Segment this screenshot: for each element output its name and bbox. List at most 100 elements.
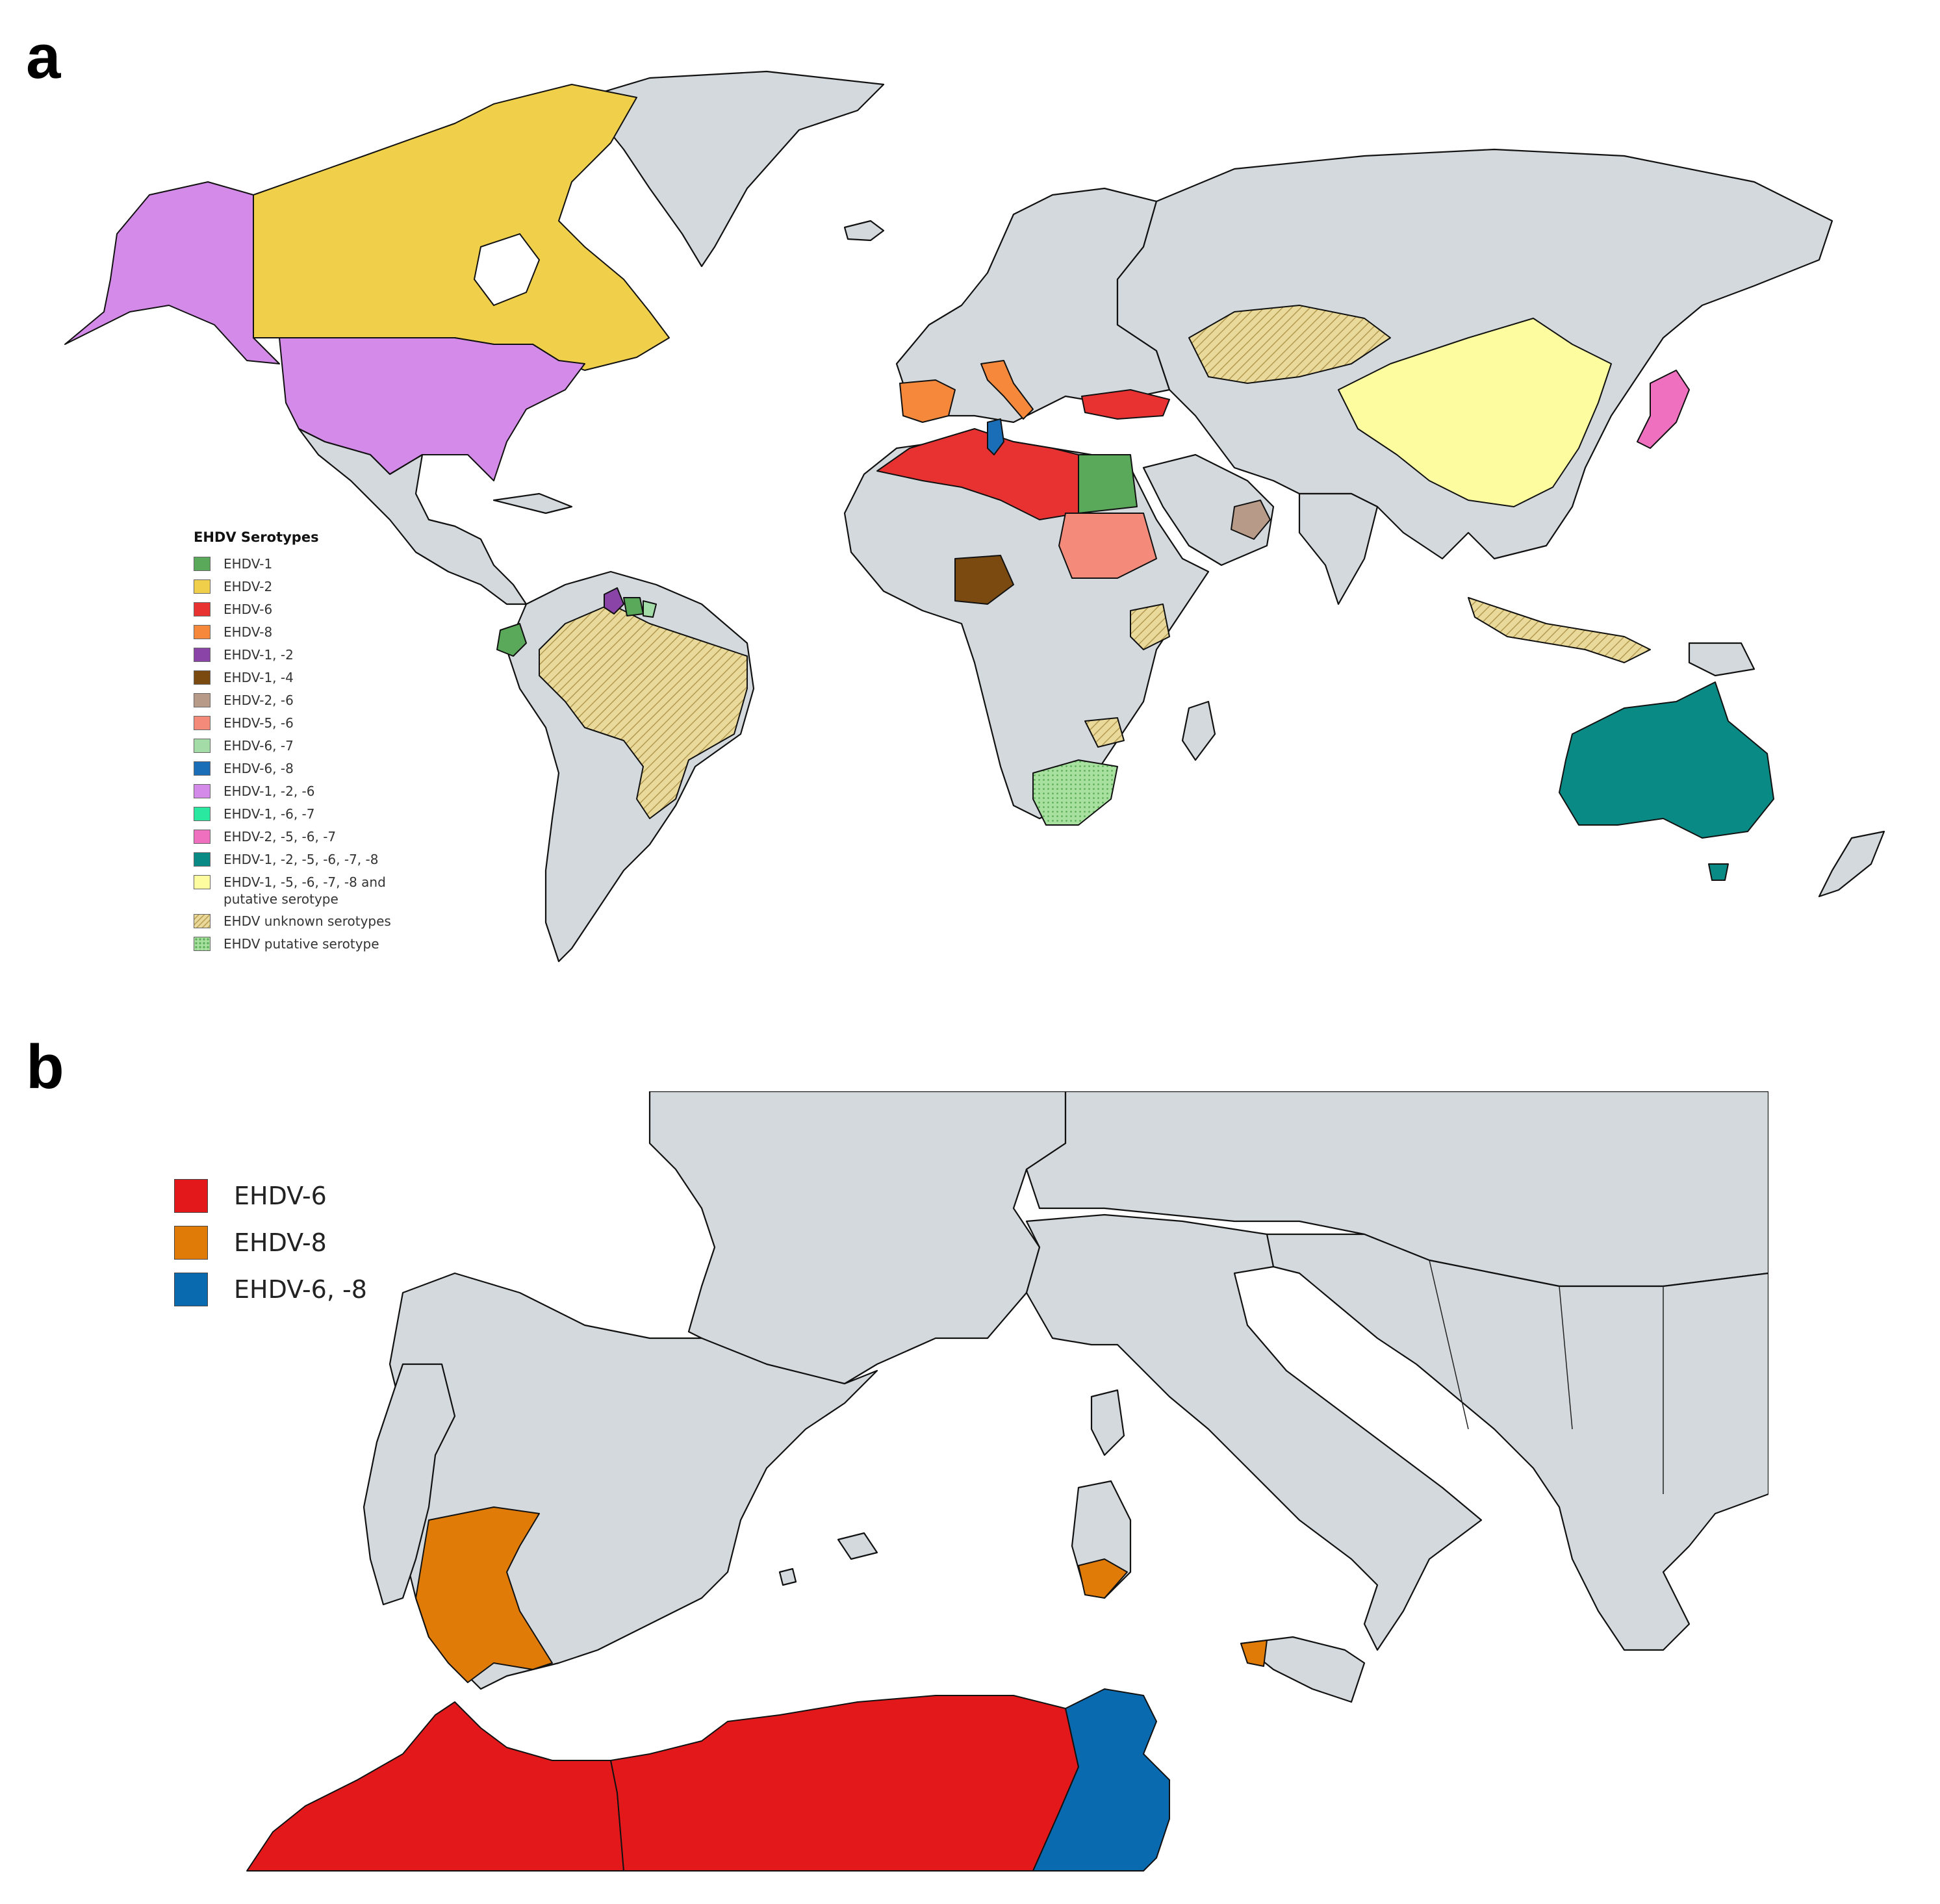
legend-swatch bbox=[174, 1179, 208, 1213]
legend-swatch bbox=[174, 1273, 208, 1306]
legend-swatch bbox=[194, 579, 211, 594]
legend-title: EHDV Serotypes bbox=[194, 529, 319, 545]
corsica bbox=[1090, 1389, 1125, 1456]
legend-swatch bbox=[194, 761, 211, 776]
legend-swatch bbox=[194, 557, 211, 571]
portugal bbox=[363, 1363, 456, 1606]
suriname bbox=[623, 597, 644, 616]
italy bbox=[980, 360, 1034, 420]
legend-panel-b: EHDV-6 EHDV-8 EHDV-6, -8 bbox=[174, 1173, 367, 1313]
legend-label: EHDV-6, -8 bbox=[234, 1275, 367, 1304]
greenland bbox=[583, 70, 885, 268]
legend-item: EHDV-1 bbox=[194, 556, 418, 579]
legend-item: EHDV-1, -2 bbox=[194, 647, 418, 670]
cuba bbox=[492, 492, 573, 514]
french-guiana bbox=[643, 600, 657, 618]
sardinia bbox=[1071, 1480, 1132, 1599]
nigeria bbox=[954, 555, 1014, 605]
legend-label: EHDV putative serotype bbox=[223, 936, 379, 952]
legend-item: EHDV-5, -6 bbox=[194, 715, 418, 739]
ecuador bbox=[496, 623, 527, 657]
legend-label: EHDV-8 bbox=[223, 624, 273, 640]
legend-label: EHDV-6 bbox=[223, 602, 273, 617]
legend-swatch bbox=[174, 1226, 208, 1260]
legend-item: EHDV-6, -8 bbox=[194, 761, 418, 784]
sardinia-ehdv8 bbox=[1078, 1558, 1128, 1599]
sicily-ehdv8 bbox=[1240, 1640, 1268, 1667]
iceland bbox=[843, 220, 885, 242]
legend-label: EHDV-6 bbox=[234, 1182, 327, 1210]
legend-swatch bbox=[194, 784, 211, 798]
legend-swatch bbox=[194, 648, 211, 662]
tasmania bbox=[1708, 863, 1729, 881]
sudan bbox=[1058, 513, 1157, 579]
france bbox=[648, 1091, 1067, 1385]
papua bbox=[1688, 642, 1755, 677]
legend-item: EHDV-1, -6, -7 bbox=[194, 806, 418, 830]
legend-swatch bbox=[194, 937, 211, 951]
china bbox=[1338, 318, 1612, 507]
japan bbox=[1637, 370, 1690, 449]
alaska bbox=[64, 181, 280, 364]
legend-label: EHDV-1, -2 bbox=[223, 647, 294, 663]
legend-item: EHDV unknown serotypes bbox=[194, 913, 418, 937]
turkey bbox=[1081, 389, 1170, 420]
italy-b bbox=[1025, 1213, 1483, 1651]
legend-item: EHDV-6 bbox=[194, 602, 418, 625]
legend-item: EHDV-2 bbox=[194, 579, 418, 602]
guyana bbox=[604, 587, 624, 615]
south-africa bbox=[1032, 759, 1118, 826]
indonesia bbox=[1468, 597, 1651, 663]
legend-item: EHDV-2, -6 bbox=[194, 692, 418, 716]
tunisia-b bbox=[1032, 1688, 1170, 1872]
zimbabwe bbox=[1084, 717, 1125, 748]
legend-label: EHDV-2 bbox=[223, 579, 273, 594]
legend-label: EHDV-8 bbox=[234, 1228, 327, 1257]
tunisia bbox=[987, 418, 1004, 455]
world-map bbox=[64, 70, 1885, 963]
legend-swatch bbox=[194, 739, 211, 753]
new-zealand bbox=[1818, 830, 1885, 898]
mallorca bbox=[837, 1532, 878, 1560]
legend-label: EHDV unknown serotypes bbox=[223, 913, 391, 929]
legend-swatch bbox=[194, 830, 211, 844]
india bbox=[1298, 492, 1379, 605]
legend-label: EHDV-5, -6 bbox=[223, 715, 294, 731]
legend-item: EHDV-6, -7 bbox=[194, 738, 418, 761]
legend-label: EHDV-2, -5, -6, -7 bbox=[223, 829, 337, 844]
legend-item: EHDV putative serotype bbox=[194, 936, 418, 959]
legend-swatch bbox=[194, 670, 211, 685]
legend-swatch bbox=[194, 914, 211, 928]
arabia bbox=[1142, 453, 1275, 566]
legend-item: EHDV-8 bbox=[174, 1219, 367, 1266]
legend-item: EHDV-2, -5, -6, -7 bbox=[194, 829, 418, 852]
legend-item: EHDV-8 bbox=[194, 624, 418, 648]
legend-item: EHDV-1, -5, -6, -7, -8 and putative sero… bbox=[194, 874, 418, 914]
sicily bbox=[1240, 1636, 1366, 1703]
ibiza bbox=[778, 1568, 797, 1586]
morocco bbox=[246, 1701, 624, 1872]
mexico bbox=[298, 427, 528, 605]
legend-item: EHDV-1, -2, -5, -6, -7, -8 bbox=[194, 852, 418, 875]
central-europe bbox=[1025, 1091, 1768, 1288]
legend-swatch bbox=[194, 693, 211, 707]
kenya bbox=[1130, 603, 1170, 650]
legend-item: EHDV-6 bbox=[174, 1173, 367, 1219]
canada bbox=[253, 84, 670, 371]
legend-label: EHDV-6, -8 bbox=[223, 761, 294, 776]
legend-swatch bbox=[194, 716, 211, 730]
legend-item: EHDV-1, -2, -6 bbox=[194, 783, 418, 807]
legend-swatch bbox=[194, 625, 211, 639]
australia bbox=[1559, 681, 1774, 839]
spain-b bbox=[389, 1272, 878, 1690]
legend-swatch bbox=[194, 807, 211, 821]
spain bbox=[899, 379, 956, 423]
legend-label: EHDV-1, -5, -6, -7, -8 and putative sero… bbox=[223, 874, 386, 907]
balkans bbox=[1266, 1233, 1768, 1651]
spain-ehdv8-region bbox=[415, 1506, 553, 1683]
legend-label: EHDV-2, -6 bbox=[223, 692, 294, 708]
legend-label: EHDV-1 bbox=[223, 556, 273, 572]
legend-swatch bbox=[194, 852, 211, 867]
brazil bbox=[539, 603, 748, 819]
legend-item: EHDV-1, -4 bbox=[194, 670, 418, 693]
